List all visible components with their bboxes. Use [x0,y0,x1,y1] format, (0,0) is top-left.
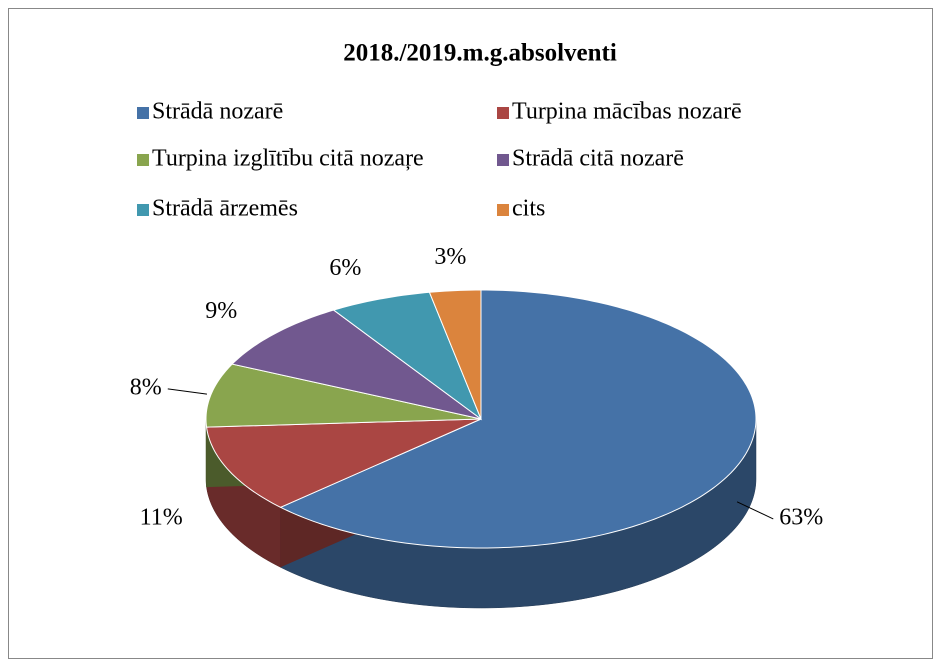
legend-swatch [497,154,509,166]
leader-line [736,501,774,520]
leader-line [167,388,208,395]
legend-label: Turpina izglītību citā nozaŗe [152,146,424,172]
legend-label: cits [512,196,545,222]
data-label: 9% [205,298,237,324]
slice [205,418,482,508]
legend-label: Turpina mācības nozarē [512,99,742,125]
legend-swatch [137,154,149,166]
legend-label: Strādā citā nozarē [512,146,684,172]
data-label: 63% [779,504,823,530]
data-label: 3% [434,244,466,270]
slice [279,289,757,549]
legend-swatch [137,107,149,119]
slice [332,291,483,421]
legend-label: Strādā nozarē [152,99,283,125]
slice [205,363,482,428]
data-label: 11% [140,504,183,530]
slice [231,309,482,420]
chart-title: 2018./2019.m.g.absolventi [343,40,617,67]
legend-swatch [137,204,149,216]
legend-swatch [497,204,509,216]
data-label: 6% [329,255,361,281]
legend-swatch [497,107,509,119]
legend-label: Strādā ārzemēs [152,196,298,222]
slice [428,289,482,420]
data-label: 8% [130,374,162,400]
